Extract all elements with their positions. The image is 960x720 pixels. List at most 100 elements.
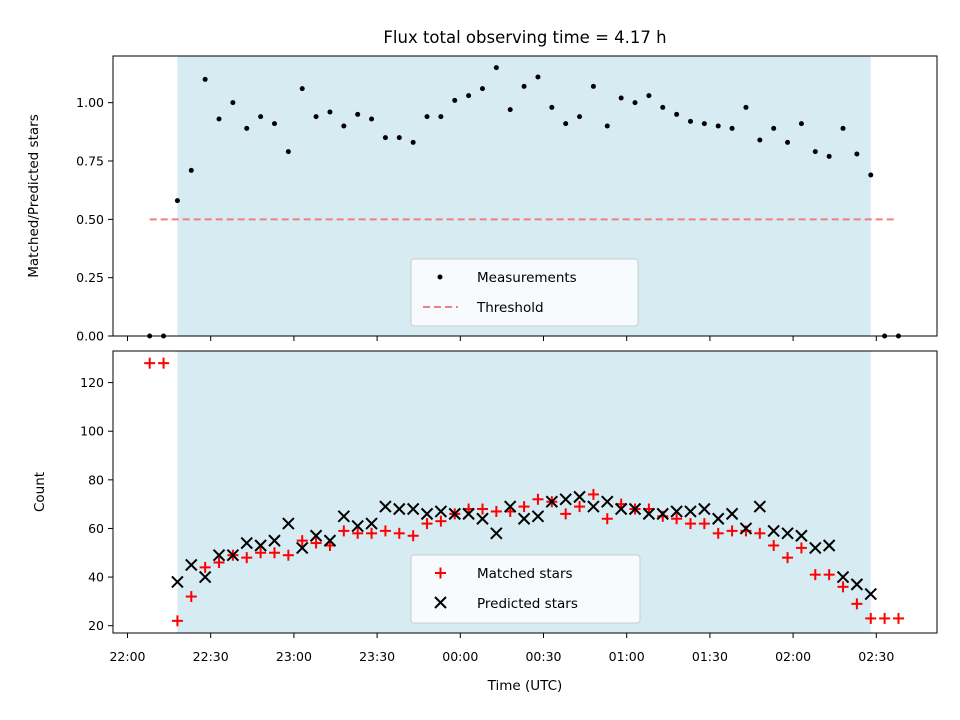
predicted-stars-point — [171, 575, 184, 589]
measurement-point — [646, 93, 652, 99]
x-tick-label: 02:30 — [858, 649, 894, 664]
y-tick-label: 60 — [88, 521, 104, 536]
measurement-point — [771, 125, 777, 131]
predicted-stars-point — [795, 529, 808, 542]
predicted-stars-point — [531, 510, 545, 523]
bottom-legend-box — [410, 554, 641, 624]
predicted-stars-point — [587, 500, 600, 513]
predicted-stars-point — [393, 502, 406, 516]
matched-stars-point — [435, 515, 447, 527]
predicted-stars-point — [185, 558, 198, 572]
matched-stars-point — [421, 518, 433, 530]
measurement-point — [798, 121, 804, 127]
measurement-point — [507, 107, 513, 113]
matched-stars-point — [518, 501, 530, 513]
predicted-stars-point — [476, 512, 489, 525]
y-tick-label: 1.00 — [76, 95, 104, 110]
predicted-stars-point — [365, 517, 378, 530]
measurement-point — [715, 123, 721, 129]
measurement-point — [202, 76, 208, 82]
measurement-point — [230, 100, 236, 106]
matched-stars-point — [338, 525, 350, 537]
measurement-point — [174, 198, 180, 204]
predicted-stars-point — [809, 541, 822, 555]
matched-stars-point — [782, 552, 794, 564]
x-tick-label: 02:00 — [775, 649, 811, 664]
matched-stars-point — [865, 612, 877, 624]
measurement-point — [729, 125, 735, 131]
measurement-point — [868, 172, 874, 178]
x-tick-label: 23:30 — [359, 649, 395, 664]
top-panel: 0.00 0.25 0.50 0.75 1.00 Matched/Predicted s… — [26, 55, 938, 344]
predicted-stars-point — [836, 570, 850, 584]
measurement-point — [410, 139, 416, 145]
y-tick-label: 80 — [88, 472, 104, 487]
matched-stars-point — [532, 493, 544, 505]
measurement-point — [479, 86, 485, 92]
legend-measurements-label: Measurements — [477, 270, 577, 286]
predicted-stars-point — [656, 507, 669, 521]
legend-matched-label: Matched stars — [477, 566, 573, 582]
matched-stars-point — [879, 612, 891, 624]
predicted-stars-point — [739, 522, 753, 535]
chart-title: Flux total observing time = 4.17 h — [383, 28, 666, 47]
matched-stars-point — [574, 501, 586, 513]
predicted-stars-point — [504, 500, 517, 513]
x-tick-label: 23:00 — [276, 649, 312, 664]
bottom-y-axis-title: Count — [32, 472, 48, 512]
predicted-stars-point — [684, 505, 697, 518]
measurement-point — [549, 104, 555, 110]
measurement-point — [452, 97, 458, 103]
measurement-point — [313, 114, 319, 120]
matched-stars-point — [823, 569, 835, 581]
measurement-point — [812, 149, 818, 155]
measurement-point — [493, 65, 499, 71]
y-tick-label: 0.00 — [76, 329, 104, 344]
measurement-point — [687, 118, 693, 124]
matched-stars-point — [892, 612, 904, 624]
measurement-point — [466, 93, 472, 99]
predicted-stars-point — [545, 495, 559, 508]
predicted-stars-point — [448, 507, 461, 521]
measurement-point — [424, 114, 430, 120]
matched-stars-point — [144, 357, 156, 369]
matched-stars-point — [407, 530, 419, 542]
measurement-point — [563, 121, 569, 127]
matched-stars-point — [698, 518, 710, 530]
predicted-stars-point — [420, 507, 434, 521]
predicted-stars-point — [462, 507, 475, 521]
predicted-stars-point — [268, 534, 281, 547]
measurement-point — [826, 153, 832, 159]
predicted-stars-point — [379, 500, 392, 513]
predicted-stars-point — [850, 578, 864, 591]
y-tick-label: 120 — [80, 375, 104, 390]
measurement-point — [355, 111, 361, 117]
y-tick-label: 40 — [88, 570, 104, 585]
x-tick-label: 22:00 — [109, 649, 145, 664]
matched-stars-point — [768, 539, 780, 551]
matched-stars-point — [795, 542, 807, 554]
matched-stars-point — [726, 525, 738, 537]
matched-stars-point — [754, 527, 766, 539]
matched-stars-point — [296, 535, 308, 547]
bottom-y-axis: 20 40 60 80 100 120 — [80, 375, 113, 633]
x-tick-label: 00:30 — [525, 649, 561, 664]
predicted-stars-point — [628, 502, 642, 516]
matched-stars-point — [601, 513, 613, 525]
predicted-stars-point — [240, 536, 253, 550]
matched-stars-point — [255, 547, 267, 559]
x-axis-title: Time (UTC) — [487, 678, 563, 694]
predicted-stars-point — [767, 524, 780, 538]
matched-stars-point — [684, 518, 696, 530]
measurement-point — [757, 137, 763, 143]
matched-stars-point — [268, 547, 280, 559]
legend-predicted-label: Predicted stars — [477, 596, 578, 612]
matched-stars-point — [809, 569, 821, 581]
top-legend: Measurements Threshold — [410, 258, 639, 327]
measurement-point — [216, 116, 222, 122]
y-tick-label: 100 — [80, 424, 104, 439]
top-y-axis: 0.00 0.25 0.50 0.75 1.00 — [76, 95, 113, 344]
top-y-axis-title: Matched/Predicted stars — [26, 114, 42, 277]
measurement-point — [632, 100, 638, 106]
legend-matched-marker — [435, 567, 446, 579]
